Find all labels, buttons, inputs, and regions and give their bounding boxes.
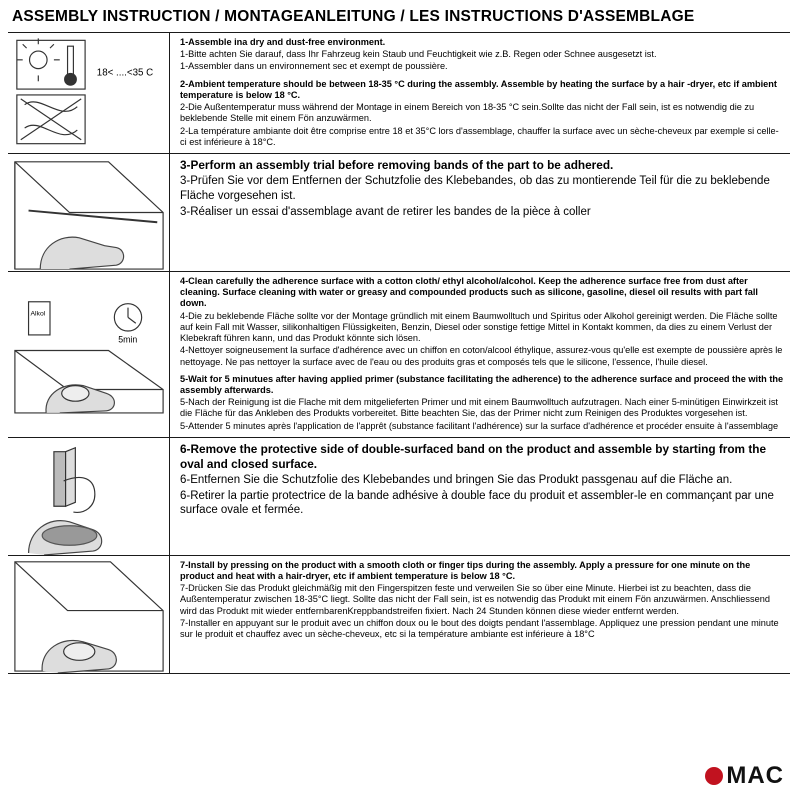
step-lead: 2-Ambient temperature should be between … xyxy=(180,79,784,101)
step-line: 6-Entfernen Sie die Schutzfolie des Kleb… xyxy=(180,473,784,488)
step-line: 3-Réaliser un essai d'assemblage avant d… xyxy=(180,205,784,220)
logo-dot-icon xyxy=(705,767,723,785)
instruction-text: 7-Install by pressing on the product wit… xyxy=(170,556,790,673)
step-lead: 4-Clean carefully the adherence surface … xyxy=(180,276,784,310)
svg-text:18< ....<35 C: 18< ....<35 C xyxy=(96,67,152,78)
instruction-text: 3-Perform an assembly trial before remov… xyxy=(170,154,790,271)
instruction-rows: 18< ....<35 C 1-Assemble ina dry and dus… xyxy=(8,32,790,756)
clean-wait-icon: Alkol 5min xyxy=(8,272,170,437)
step-lead: 5-Wait for 5 minutues after having appli… xyxy=(180,374,784,396)
instruction-row: Alkol 5min 4-Clean carefully the adheren… xyxy=(8,271,790,437)
step-line: 2-La température ambiante doit être comp… xyxy=(180,126,784,148)
step-line: 6-Retirer la partie protectrice de la ba… xyxy=(180,489,784,518)
page-title: ASSEMBLY INSTRUCTION / MONTAGEANLEITUNG … xyxy=(8,6,790,32)
instruction-row: 18< ....<35 C 1-Assemble ina dry and dus… xyxy=(8,32,790,153)
step-line: 3-Prüfen Sie vor dem Entfernen der Schut… xyxy=(180,174,784,203)
footer: MAC xyxy=(8,756,790,796)
step-line: 7-Installer en appuyant sur le produit a… xyxy=(180,618,784,640)
step-lead: 1-Assemble ina dry and dust-free environ… xyxy=(180,37,784,48)
brand-logo: MAC xyxy=(705,762,784,790)
step-line: 5-Attender 5 minutes après l'application… xyxy=(180,421,784,432)
svg-text:5min: 5min xyxy=(118,335,137,345)
instruction-text: 6-Remove the protective side of double-s… xyxy=(170,438,790,555)
instruction-row: 7-Install by pressing on the product wit… xyxy=(8,555,790,674)
hand-trial-icon xyxy=(8,154,170,271)
step-line: 1-Bitte achten Sie darauf, dass Ihr Fahr… xyxy=(180,49,784,60)
step-line: 4-Nettoyer soigneusement la surface d'ad… xyxy=(180,345,784,367)
peel-tape-icon xyxy=(8,438,170,555)
sun-thermometer-icon: 18< ....<35 C xyxy=(8,33,170,153)
instruction-row: 3-Perform an assembly trial before remov… xyxy=(8,153,790,271)
step-line: 5-Nach der Reinigung ist die Flache mit … xyxy=(180,397,784,419)
step-line: 4-Die zu beklebende Fläche sollte vor de… xyxy=(180,311,784,345)
step-line: 1-Assembler dans un environnement sec et… xyxy=(180,61,784,72)
press-cloth-icon xyxy=(8,556,170,673)
instruction-text: 1-Assemble ina dry and dust-free environ… xyxy=(170,33,790,153)
step-lead: 3-Perform an assembly trial before remov… xyxy=(180,158,784,173)
svg-text:Alkol: Alkol xyxy=(30,310,45,317)
step-lead: 7-Install by pressing on the product wit… xyxy=(180,560,784,582)
instruction-row: 6-Remove the protective side of double-s… xyxy=(8,437,790,555)
step-line: 2-Die Außentemperatur muss während der M… xyxy=(180,102,784,124)
step-line: 7-Drücken Sie das Produkt gleichmäßig mi… xyxy=(180,583,784,617)
step-lead: 6-Remove the protective side of double-s… xyxy=(180,442,784,472)
logo-text: MAC xyxy=(726,762,784,790)
instruction-text: 4-Clean carefully the adherence surface … xyxy=(170,272,790,437)
